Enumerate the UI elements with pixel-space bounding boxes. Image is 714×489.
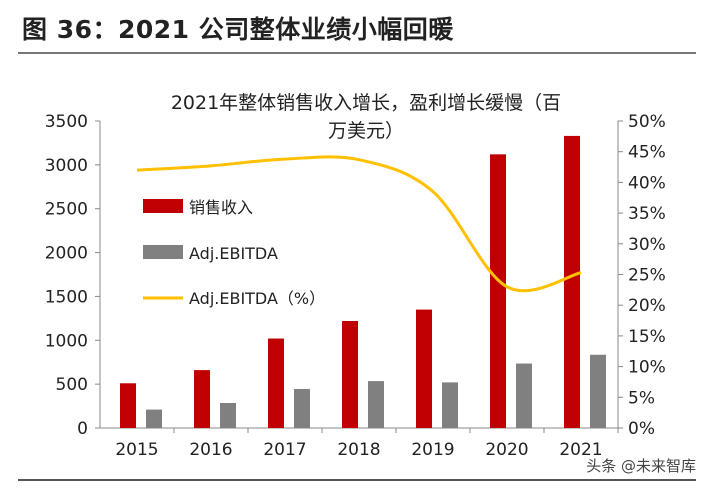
- x-tick-label: 2018: [337, 440, 380, 460]
- legend-label: Adj.EBITDA（%）: [189, 289, 325, 308]
- right-tick-label: 10%: [628, 358, 666, 378]
- chart-title-line-1: 2021年整体销售收入增长，盈利增长缓慢（百: [171, 92, 561, 114]
- legend-swatch-revenue: [143, 199, 183, 213]
- x-tick-label: 2020: [485, 440, 528, 460]
- figure-heading: 图 36：2021 公司整体业绩小幅回暖: [22, 15, 454, 44]
- ebitda-margin-line: [136, 155, 582, 293]
- right-tick-label: 15%: [628, 327, 666, 347]
- right-tick-label: 35%: [628, 204, 666, 224]
- revenue-bar: [120, 383, 136, 428]
- right-tick-label: 20%: [628, 296, 666, 316]
- right-tick-label: 5%: [628, 388, 655, 408]
- heading-divider: [18, 52, 696, 54]
- x-tick-label: 2019: [411, 440, 454, 460]
- left-tick-label: 0: [77, 419, 88, 439]
- bottom-divider: [18, 479, 696, 481]
- right-y-axis: 0% 5% 10% 15% 20% 25% 30% 35% 40% 45% 50%: [617, 112, 666, 439]
- x-axis: 2015 2016 2017 2018 2019 2020 2021: [100, 427, 619, 460]
- ebitda-bar: [442, 382, 458, 428]
- x-tick-label: 2021: [559, 440, 602, 460]
- revenue-bar: [564, 135, 580, 428]
- left-tick-label: 1500: [45, 287, 88, 307]
- revenue-bar: [342, 320, 358, 428]
- ebitda-bar: [590, 354, 606, 428]
- chart-legend: 销售收入 Adj.EBITDA Adj.EBITDA（%）: [143, 198, 325, 308]
- right-tick-label: 40%: [628, 173, 666, 193]
- line-series: [136, 155, 582, 293]
- legend-label: Adj.EBITDA: [189, 244, 278, 263]
- left-y-axis: 0 500 1000 1500 2000 2500 3000 3500: [45, 112, 101, 439]
- revenue-bar: [416, 309, 432, 428]
- bar-series: [120, 135, 606, 428]
- left-tick-label: 2000: [45, 244, 88, 264]
- ebitda-bar: [220, 403, 236, 428]
- revenue-bar: [194, 370, 210, 428]
- revenue-bar: [268, 338, 284, 428]
- legend-swatch-ebitda: [143, 245, 183, 259]
- ebitda-bar: [368, 381, 384, 428]
- left-tick-label: 1000: [45, 331, 88, 351]
- ebitda-bar: [146, 409, 162, 428]
- right-tick-label: 25%: [628, 266, 666, 286]
- ebitda-bar: [516, 363, 532, 428]
- left-tick-label: 3000: [45, 156, 88, 176]
- x-tick-label: 2017: [263, 440, 306, 460]
- ebitda-bar: [294, 388, 310, 428]
- left-tick-label: 2500: [45, 200, 88, 220]
- right-tick-label: 30%: [628, 235, 666, 255]
- x-tick-label: 2015: [115, 440, 158, 460]
- right-tick-label: 45%: [628, 143, 666, 163]
- left-tick-label: 3500: [45, 112, 88, 132]
- right-tick-label: 0%: [628, 419, 655, 439]
- right-tick-label: 50%: [628, 112, 666, 132]
- left-tick-label: 500: [56, 375, 88, 395]
- revenue-bar: [490, 154, 506, 428]
- chart-title-line-2: 万美元）: [328, 120, 404, 142]
- legend-label: 销售收入: [189, 198, 253, 217]
- x-tick-label: 2016: [189, 440, 232, 460]
- watermark: 头条 @未来智库: [586, 457, 696, 475]
